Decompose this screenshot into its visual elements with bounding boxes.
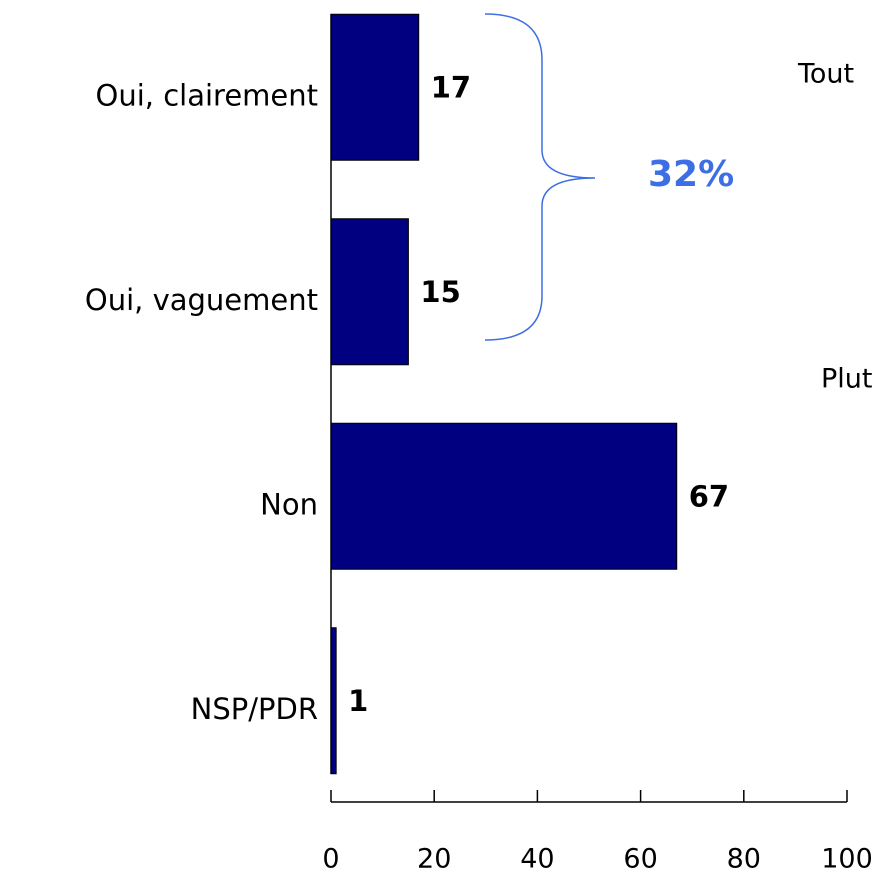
- value-label: 1: [348, 684, 368, 718]
- x-tick-label: 60: [623, 844, 657, 875]
- bar: [330, 422, 678, 570]
- annotation: Plut: [821, 364, 872, 395]
- x-tick-label: 20: [417, 844, 451, 875]
- x-tick-label: 80: [727, 844, 761, 875]
- bar: [330, 13, 420, 161]
- value-label: 67: [689, 479, 729, 513]
- annotation: 32%: [648, 154, 734, 195]
- y-tick-label: Non: [260, 487, 318, 521]
- value-label: 17: [431, 70, 471, 104]
- y-tick-label: Oui, vaguement: [85, 283, 318, 317]
- bar: [330, 218, 409, 366]
- x-tick-label: 100: [821, 844, 873, 875]
- x-tick-label: 0: [322, 844, 339, 875]
- y-tick-label: Oui, clairement: [96, 78, 319, 112]
- brace: [484, 13, 596, 341]
- bar: [330, 627, 337, 775]
- annotation: Tout: [797, 59, 854, 90]
- value-label: 15: [420, 275, 460, 309]
- y-tick-label: NSP/PDR: [191, 692, 318, 726]
- x-tick-label: 40: [520, 844, 554, 875]
